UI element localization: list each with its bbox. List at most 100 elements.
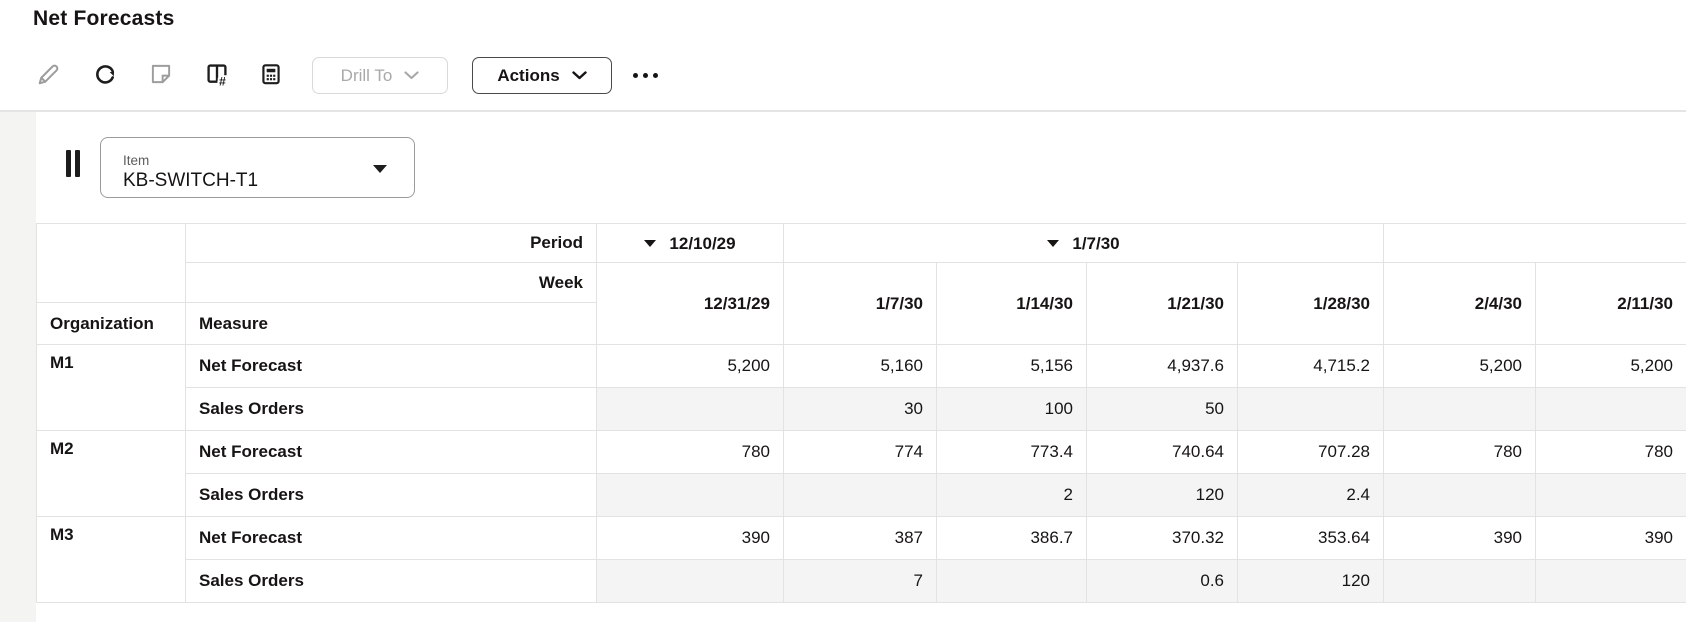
pencil-icon — [35, 61, 62, 88]
data-cell[interactable]: 4,937.6 — [1086, 344, 1238, 388]
week-header: 1/14/30 — [936, 262, 1087, 345]
org-cell: M2 — [36, 430, 186, 517]
data-cell[interactable]: 100 — [936, 387, 1087, 431]
divider — [0, 110, 1686, 112]
item-dropdown-value: KB-SWITCH-T1 — [123, 169, 259, 191]
data-cell[interactable] — [1383, 387, 1537, 431]
table-row: M3 Net Forecast 390 387 386.7 370.32 353… — [36, 516, 1686, 603]
measure-cell: Sales Orders — [185, 387, 597, 431]
data-cell[interactable]: 120 — [1236, 559, 1385, 603]
drill-to-button[interactable]: Drill To — [312, 57, 448, 94]
actions-button[interactable]: Actions — [472, 57, 612, 94]
data-cell[interactable]: 4,715.2 — [1236, 344, 1385, 388]
data-cell[interactable]: 740.64 — [1086, 430, 1238, 474]
data-cell[interactable]: 774 — [783, 430, 937, 474]
ellipsis-icon — [633, 72, 638, 78]
measure-cell: Sales Orders — [185, 473, 597, 517]
data-cell[interactable]: 780 — [1383, 430, 1537, 474]
measure-header: Measure — [185, 302, 597, 345]
data-cell[interactable]: 707.28 — [1236, 430, 1385, 474]
data-cell[interactable]: 7 — [783, 559, 937, 603]
measure-cell: Sales Orders — [185, 559, 597, 603]
data-cell[interactable]: 50 — [1086, 387, 1238, 431]
more-actions-button[interactable] — [633, 66, 658, 84]
sticky-note-icon — [148, 61, 174, 87]
week-header: 2/11/30 — [1535, 262, 1686, 345]
item-dropdown[interactable]: Item KB-SWITCH-T1 — [100, 137, 415, 198]
table-row: M2 Net Forecast 780 774 773.4 740.64 707… — [36, 430, 1686, 517]
data-cell[interactable] — [936, 559, 1087, 603]
data-cell[interactable]: 120 — [1086, 473, 1238, 517]
data-cell[interactable]: 390 — [1535, 516, 1686, 560]
data-cell[interactable]: 773.4 — [936, 430, 1087, 474]
item-dropdown-label: Item — [123, 152, 150, 168]
organization-header: Organization — [36, 302, 186, 345]
data-cell[interactable] — [1535, 559, 1686, 603]
refresh-icon — [92, 61, 119, 88]
book-number-icon: # — [203, 60, 231, 88]
data-cell[interactable] — [596, 473, 784, 517]
data-cell[interactable] — [1535, 473, 1686, 517]
measure-cell: Net Forecast — [185, 430, 597, 474]
data-cell[interactable]: 390 — [596, 516, 784, 560]
data-cell[interactable]: 30 — [783, 387, 937, 431]
svg-text:#: # — [219, 75, 226, 88]
page-edge-handle[interactable] — [66, 150, 80, 177]
data-cell[interactable]: 0.6 — [1086, 559, 1238, 603]
period-header-2[interactable]: 1/7/30 — [782, 223, 1385, 263]
calculator-icon — [258, 61, 284, 87]
data-cell[interactable]: 5,200 — [596, 344, 784, 388]
toolbar: # Drill To — [0, 52, 1686, 98]
org-cell: M3 — [36, 516, 186, 603]
measure-cell: Net Forecast — [185, 344, 597, 388]
table-row: Sales Orders 7 0.6 120 — [37, 559, 1686, 603]
note-button[interactable] — [139, 52, 183, 96]
measure-cell: Net Forecast — [185, 516, 597, 560]
pivot-table: Period 12/10/29 1/7/30 — [36, 223, 1686, 603]
period-header-3 — [1383, 223, 1686, 263]
edit-button[interactable] — [26, 52, 70, 96]
data-cell[interactable] — [596, 387, 784, 431]
data-cell[interactable]: 370.32 — [1086, 516, 1238, 560]
pivot-view-button[interactable]: # — [195, 52, 239, 96]
week-header: 1/28/30 — [1236, 262, 1385, 345]
table-row: Sales Orders 30 100 50 — [37, 387, 1686, 431]
pause-handle-icon — [66, 150, 71, 177]
data-cell[interactable]: 386.7 — [936, 516, 1087, 560]
drill-to-label: Drill To — [340, 65, 393, 85]
data-cell[interactable] — [1383, 473, 1537, 517]
week-header: 12/31/29 — [596, 262, 784, 345]
period-header-1[interactable]: 12/10/29 — [596, 223, 784, 263]
data-cell[interactable] — [1236, 387, 1385, 431]
data-cell[interactable]: 5,200 — [1535, 344, 1686, 388]
data-cell[interactable] — [1383, 559, 1537, 603]
refresh-button[interactable] — [83, 52, 127, 96]
actions-label: Actions — [497, 65, 560, 85]
data-cell[interactable]: 387 — [783, 516, 937, 560]
page-title: Net Forecasts — [33, 7, 175, 30]
week-header: 1/7/30 — [783, 262, 937, 345]
caret-down-icon — [372, 164, 388, 174]
data-cell[interactable]: 353.64 — [1236, 516, 1385, 560]
calculator-button[interactable] — [249, 52, 293, 96]
data-cell[interactable] — [1535, 387, 1686, 431]
table-row: M1 Net Forecast 5,200 5,160 5,156 4,937.… — [36, 344, 1686, 431]
data-cell[interactable]: 5,156 — [936, 344, 1087, 388]
org-cell: M1 — [36, 344, 186, 431]
data-cell[interactable]: 780 — [596, 430, 784, 474]
chevron-down-icon — [404, 71, 419, 80]
data-cell[interactable]: 2 — [936, 473, 1087, 517]
data-cell[interactable]: 5,160 — [783, 344, 937, 388]
data-cell[interactable]: 780 — [1535, 430, 1686, 474]
caret-down-icon — [644, 240, 657, 248]
week-axis-label: Week — [185, 262, 597, 303]
data-cell[interactable]: 2.4 — [1236, 473, 1385, 517]
data-cell[interactable]: 390 — [1383, 516, 1537, 560]
data-cell[interactable]: 5,200 — [1383, 344, 1537, 388]
week-header: 1/21/30 — [1086, 262, 1238, 345]
period-axis-label: Period — [185, 223, 597, 263]
table-row: Sales Orders 2 120 2.4 — [37, 473, 1686, 517]
data-cell[interactable] — [783, 473, 937, 517]
data-cell[interactable] — [596, 559, 784, 603]
